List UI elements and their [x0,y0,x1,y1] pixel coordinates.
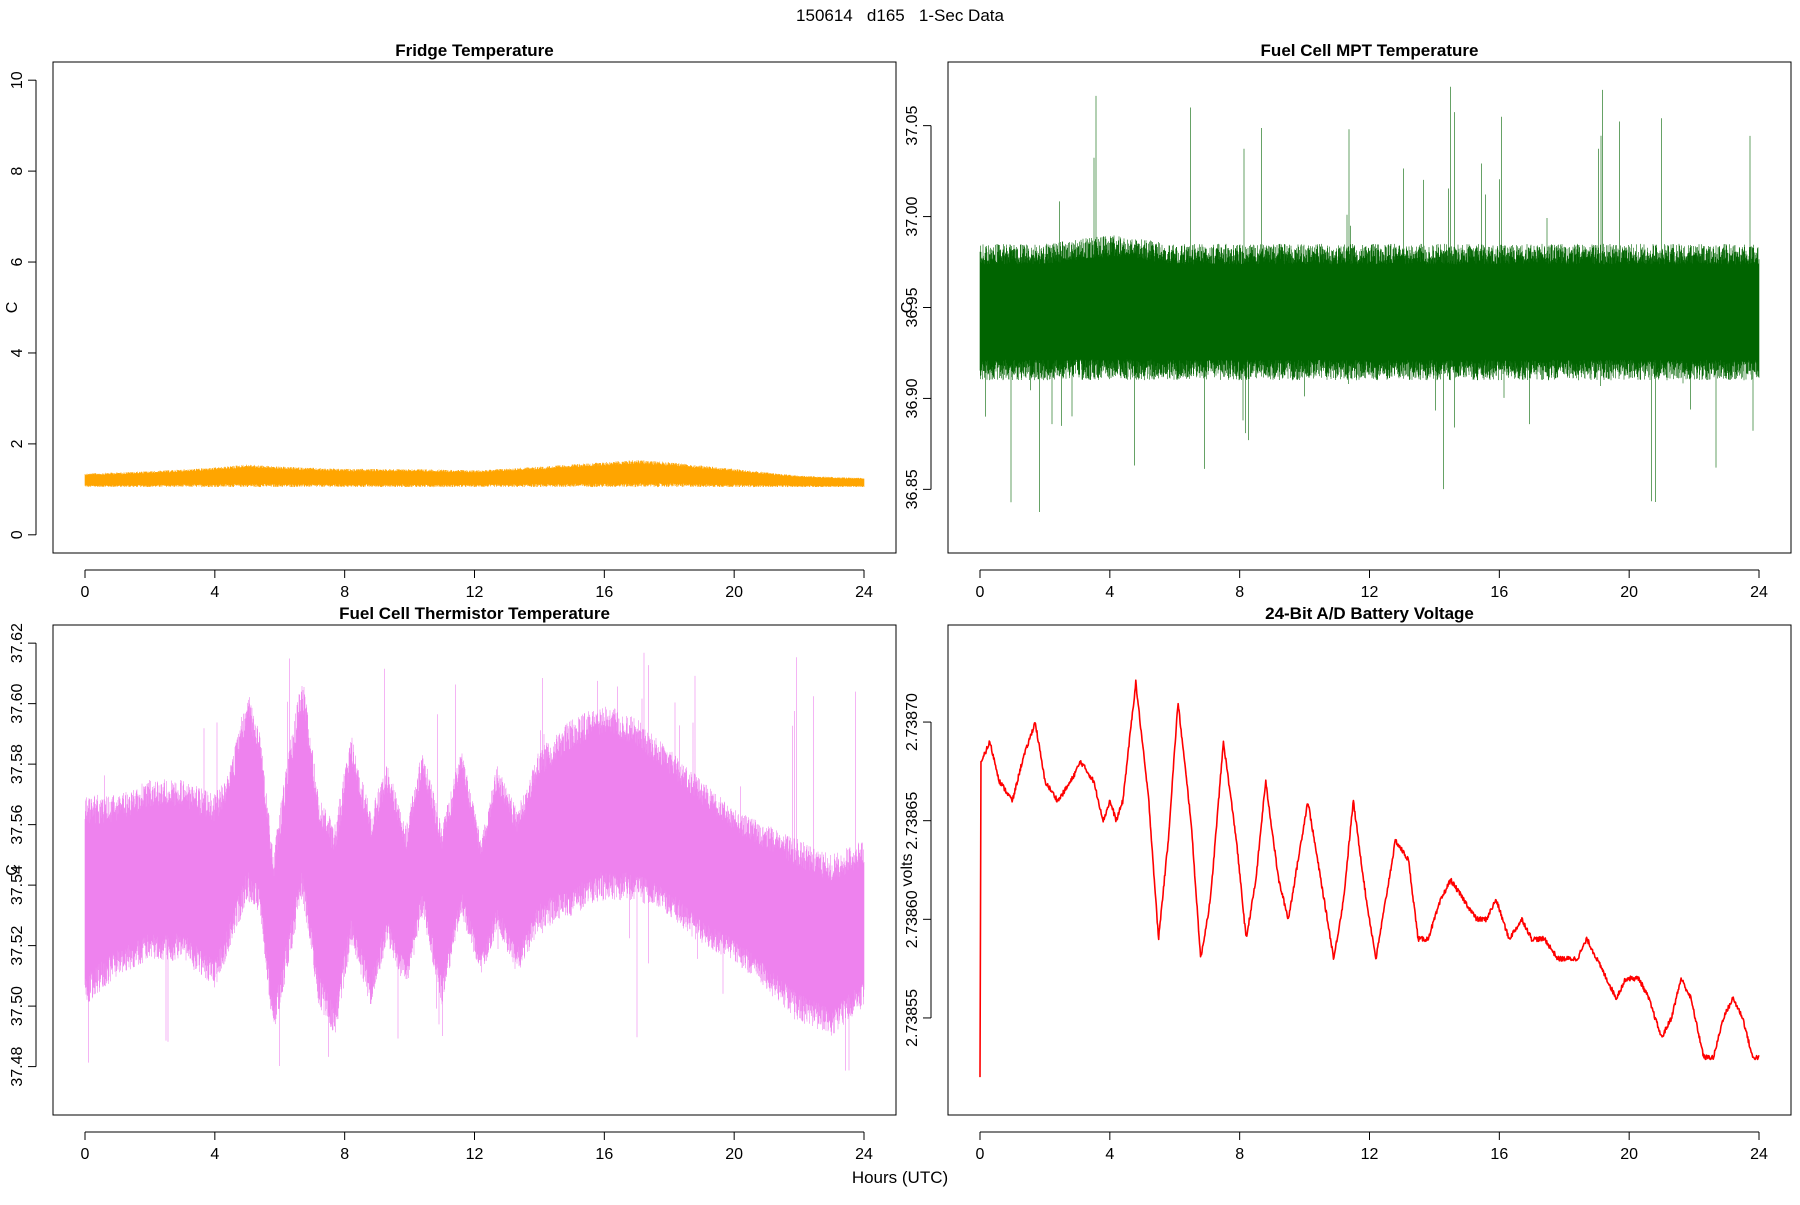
chart-panel-3: Fuel Cell Thermistor Temperature 0 4 8 12 16 2… [4,604,897,1163]
x-tick-label: 20 [725,1146,743,1163]
x-tick-label: 24 [855,1146,873,1163]
x-tick-label: 16 [1490,584,1508,601]
series-line [84,460,865,488]
y-tick-label: 37.52 [9,926,26,966]
x-tick-label: 20 [1620,1146,1638,1163]
figure-xlabel: Hours (UTC) [851,1168,949,1187]
chart-title: Fridge Temperature [395,41,553,60]
y-axis-label: C [4,302,21,314]
x-tick-label: 12 [1361,584,1379,601]
y-tick-label: 36.95 [904,287,921,327]
x-tick-label: 0 [81,1146,90,1163]
series-line [84,652,865,1071]
chart-title: Fuel Cell Thermistor Temperature [339,604,610,623]
x-tick-label: 4 [1105,1146,1114,1163]
x-tick-label: 12 [466,584,484,601]
series-line [979,679,1760,1078]
x-tick-label: 4 [210,1146,219,1163]
x-tick-label: 16 [1490,1146,1508,1163]
x-tick-label: 20 [725,584,743,601]
y-axis-label: C [4,864,21,876]
y-tick-label: 4 [9,348,26,357]
x-tick-label: 0 [976,584,985,601]
x-tick-label: 4 [210,584,219,601]
x-tick-label: 4 [1105,584,1114,601]
y-tick-label: 37.62 [9,623,26,663]
x-tick-label: 20 [1620,584,1638,601]
y-tick-label: 37.60 [9,684,26,724]
series-1 [84,460,865,488]
y-tick-label: 2.73860 [904,890,921,948]
y-tick-label: 36.90 [904,378,921,418]
x-tick-label: 12 [466,1146,484,1163]
y-tick-label: 37.05 [904,106,921,146]
series-3 [84,652,865,1071]
plot-frame [52,61,897,554]
y-tick-label: 37.00 [904,196,921,236]
x-tick-label: 8 [340,584,349,601]
y-tick-label: 37.56 [9,805,26,845]
x-tick-label: 0 [81,584,90,601]
plot-frame [52,624,897,1116]
y-tick-label: 6 [9,257,26,266]
chart-panel-4: 24-Bit A/D Battery Voltage 0 4 8 12 16 20 24 2.7… [899,604,1792,1163]
series-4 [979,679,1760,1078]
x-tick-label: 12 [1361,1146,1379,1163]
y-tick-label: 8 [9,167,26,176]
y-tick-label: 2.73855 [904,989,921,1047]
x-tick-label: 8 [340,1146,349,1163]
chart-title: Fuel Cell MPT Temperature [1261,41,1479,60]
x-tick-label: 16 [595,584,613,601]
series-line [979,86,1760,512]
plot-frame [947,61,1792,554]
y-tick-label: 37.50 [9,986,26,1026]
x-tick-label: 16 [595,1146,613,1163]
chart-title: 24-Bit A/D Battery Voltage [1265,604,1474,623]
y-tick-label: 37.58 [9,744,26,784]
y-tick-label: 2.73870 [904,693,921,751]
y-tick-label: 36.85 [904,469,921,509]
plot-frame [947,624,1792,1116]
y-tick-label: 2.73865 [904,792,921,850]
y-tick-label: 2 [9,439,26,448]
y-tick-label: 0 [9,530,26,539]
x-tick-label: 8 [1235,1146,1244,1163]
y-axis-label: volts [899,854,916,887]
x-tick-label: 24 [1750,1146,1768,1163]
x-tick-label: 24 [1750,584,1768,601]
x-tick-label: 0 [976,1146,985,1163]
y-tick-label: 10 [9,71,26,89]
x-tick-label: 8 [1235,584,1244,601]
chart-panel-2: Fuel Cell MPT Temperature 0 4 8 12 16 20 24 36.8… [899,41,1792,601]
y-tick-label: 37.48 [9,1046,26,1086]
x-tick-label: 24 [855,584,873,601]
y-tick-label: 37.54 [9,865,26,905]
y-axis-label: C [899,302,916,314]
figure-title: 150614 d165 1-Sec Data [796,6,1004,25]
series-2 [979,86,1760,512]
